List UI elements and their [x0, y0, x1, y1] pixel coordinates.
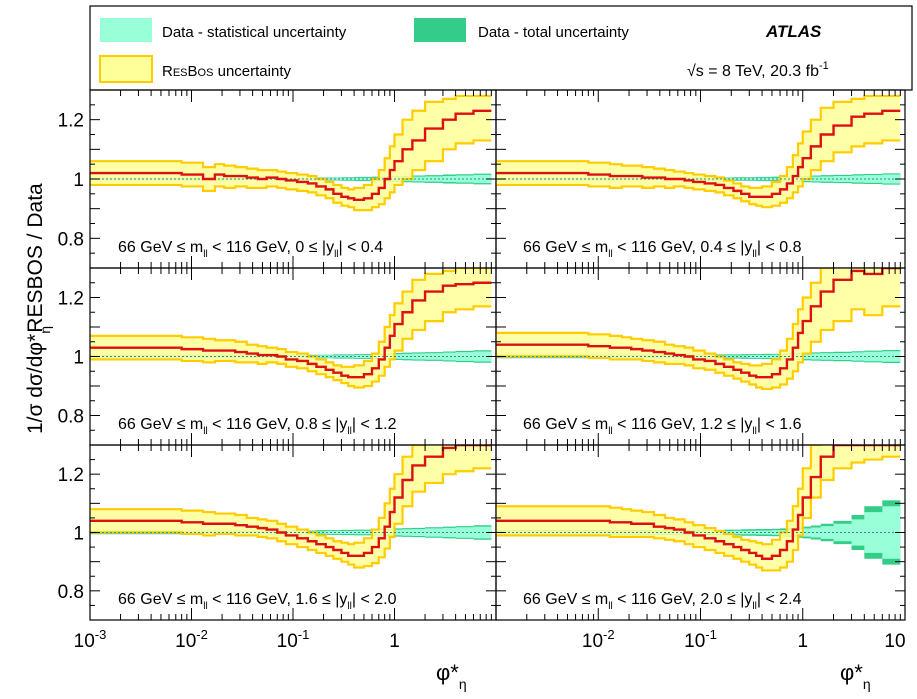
legend-total-swatch	[414, 18, 466, 42]
panel-label: 66 GeV ≤ mll < 116 GeV, 1.2 ≤ |yll| < 1.…	[523, 416, 802, 437]
y-tick-label: 1	[73, 170, 84, 191]
energy-label: √s = 8 TeV, 20.3 fb-1	[687, 60, 829, 80]
x-tick-base: 10	[175, 631, 196, 652]
panel-label-part: < 116 GeV, 0.8 ≤ |y	[208, 416, 348, 433]
x-tick-exp: -2	[603, 627, 615, 642]
y-axis-label-main: 1/σ dσ/dφ*	[24, 334, 47, 434]
panel-label: 66 GeV ≤ mll < 116 GeV, 0 ≤ |yll| < 0.4	[118, 239, 383, 260]
x-tick-exp: -2	[196, 627, 208, 642]
panel-label-part: < 116 GeV, 1.6 ≤ |y	[208, 591, 348, 608]
legend-total-label: Data - total uncertainty	[478, 24, 629, 41]
panel-label-part: 66 GeV ≤ m	[118, 591, 203, 608]
atlas-label: ATLAS	[765, 22, 822, 41]
panel-label-part: | < 0.4	[339, 239, 384, 256]
panel-plot-area	[90, 268, 496, 387]
panel-label-part: 66 GeV ≤ m	[523, 416, 608, 433]
energy-exponent: -1	[819, 60, 829, 72]
x-tick-base: 1	[797, 631, 808, 652]
y-tick-label: 1	[73, 524, 84, 545]
panel-label-part: 66 GeV ≤ m	[118, 239, 203, 256]
panels-area: 0.8 1 1.2 66 GeV ≤ mll < 116 GeV, 0 ≤ |yll|…	[58, 90, 906, 652]
resbos-band	[90, 268, 491, 387]
panel-label-part: < 116 GeV, 2.0 ≤ |y	[613, 591, 753, 608]
resbos-band	[496, 436, 900, 570]
x-axis-label-right-sub: η	[863, 676, 871, 692]
panel-label-part: 66 GeV ≤ m	[118, 416, 203, 433]
x-tick-base: 10	[884, 631, 905, 652]
y-tick-label: 1.2	[58, 289, 84, 310]
panel-5: 0.8 1 1.2 66 GeV ≤ mll < 116 GeV, 1.6 ≤ |yl…	[58, 436, 496, 652]
legend-resbos-r: R	[162, 63, 173, 80]
x-tick-base: 10	[277, 631, 298, 652]
legend-resbos-b: B	[188, 63, 198, 80]
x-tick-base: 10	[582, 631, 603, 652]
panel-label: 66 GeV ≤ mll < 116 GeV, 0.8 ≤ |yll| < 1.…	[118, 416, 397, 437]
legend-resbos-suffix: uncertainty	[213, 63, 291, 80]
panel-plot-area	[90, 96, 496, 210]
x-axis-label-left: φ*η	[436, 660, 467, 692]
panel-4: 66 GeV ≤ mll < 116 GeV, 1.2 ≤ |yll| < 1.…	[496, 259, 905, 445]
x-tick-label: 1	[389, 631, 400, 652]
panel-plot-area	[496, 96, 905, 207]
x-tick-exp: -1	[298, 627, 310, 642]
x-tick-exp: -3	[95, 627, 107, 642]
x-axis-label-right-main: φ*	[840, 660, 863, 685]
y-axis-label-top: RESBOS / Data	[24, 183, 47, 333]
x-tick-label: 10-1	[684, 627, 717, 652]
y-tick-label: 1.2	[58, 465, 84, 486]
y-tick-label: 0.8	[58, 229, 84, 250]
y-tick-label: 1.2	[58, 111, 84, 132]
y-axis-label: 1/σ dσ/dφ*η	[24, 326, 53, 434]
panel-2: 66 GeV ≤ mll < 116 GeV, 0.4 ≤ |yll| < 0.…	[496, 90, 905, 268]
panel-label-part: | < 2.0	[352, 591, 397, 608]
legend-resbos-es: ES	[173, 67, 188, 79]
x-tick-label: 10-1	[277, 627, 310, 652]
panel-label-part: | < 1.6	[757, 416, 802, 433]
panel-3: 0.8 1 1.2 66 GeV ≤ mll < 116 GeV, 0.8 ≤ |yl…	[58, 268, 496, 445]
panel-label-part: < 116 GeV, 0.4 ≤ |y	[613, 239, 753, 256]
x-tick-label: 10-3	[74, 627, 107, 652]
x-axis-label-left-sub: η	[459, 676, 467, 692]
x-tick-label: 10-2	[175, 627, 208, 652]
legend: Data - statistical uncertainty Data - to…	[90, 6, 912, 90]
panel-6: 66 GeV ≤ mll < 116 GeV, 2.0 ≤ |yll| < 2.…	[496, 436, 906, 652]
panel-label: 66 GeV ≤ mll < 116 GeV, 0.4 ≤ |yll| < 0.…	[523, 239, 802, 260]
panel-label-part: < 116 GeV, 0 ≤ |y	[208, 239, 334, 256]
resbos-band	[90, 96, 491, 210]
legend-resbos-os: OS	[198, 67, 214, 79]
panel-1: 0.8 1 1.2 66 GeV ≤ mll < 116 GeV, 0 ≤ |yll|…	[58, 90, 496, 268]
x-axis-label-left-main: φ*	[436, 660, 459, 685]
panel-label-part: | < 0.8	[757, 239, 802, 256]
y-tick-label: 1	[73, 348, 84, 369]
x-tick-exp: -1	[705, 627, 717, 642]
y-tick-label: 0.8	[58, 582, 84, 603]
y-tick-label: 0.8	[58, 407, 84, 428]
legend-stat-label: Data - statistical uncertainty	[162, 24, 347, 41]
x-tick-label: 10	[884, 631, 905, 652]
legend-resbos-swatch	[100, 56, 152, 82]
x-tick-base: 10	[74, 631, 95, 652]
x-tick-base: 10	[684, 631, 705, 652]
panel-label-part: 66 GeV ≤ m	[523, 239, 608, 256]
x-tick-label: 1	[797, 631, 808, 652]
panel-label: 66 GeV ≤ mll < 116 GeV, 1.6 ≤ |yll| < 2.…	[118, 591, 397, 612]
panel-label: 66 GeV ≤ mll < 116 GeV, 2.0 ≤ |yll| < 2.…	[523, 591, 802, 612]
x-tick-base: 1	[389, 631, 400, 652]
energy-text: √s = 8 TeV, 20.3 fb	[687, 63, 819, 80]
panel-label-part: | < 1.2	[352, 416, 397, 433]
panel-label-part: 66 GeV ≤ m	[523, 591, 608, 608]
x-axis-label-right: φ*η	[840, 660, 871, 692]
panel-label-part: | < 2.4	[757, 591, 802, 608]
legend-stat-swatch	[100, 18, 152, 42]
x-tick-label: 10-2	[582, 627, 615, 652]
panel-label-part: < 116 GeV, 1.2 ≤ |y	[613, 416, 753, 433]
